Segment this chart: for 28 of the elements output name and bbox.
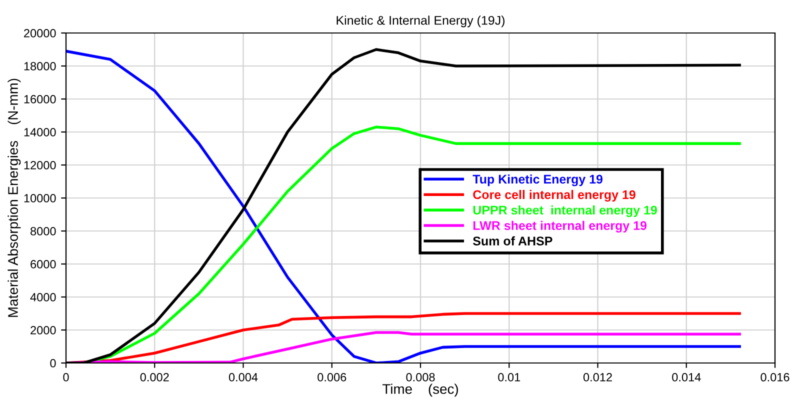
x-tick-label: 0.004	[228, 373, 258, 382]
y-tick-label: 6000	[30, 260, 56, 268]
y-tick-label: 10000	[24, 194, 56, 202]
y-axis-title: Material Absorption Energies (N-mm)	[8, 78, 21, 317]
legend-label: LWR sheet internal energy 19	[473, 220, 647, 233]
legend-label: Tup Kinetic Energy 19	[472, 174, 603, 186]
y-tick-label: 14000	[24, 128, 56, 136]
x-tick-label: 0	[63, 373, 69, 382]
x-tick-label: 0.012	[583, 373, 612, 382]
y-tick-label: 20000	[24, 29, 56, 38]
x-tick-label: 0.008	[406, 373, 435, 382]
legend-label: Sum of AHSP	[472, 236, 552, 246]
y-tick-label: 12000	[24, 161, 56, 170]
x-tick-label: 0.016	[760, 373, 790, 382]
legend-label: UPPR sheet internal energy 19	[473, 205, 657, 218]
x-tick-label: 0.006	[318, 373, 346, 382]
x-axis-title: Time (sec)	[382, 384, 458, 397]
y-tick-label: 2000	[30, 326, 56, 334]
y-tick-label: 0	[50, 359, 56, 368]
y-tick-label: 8000	[30, 227, 56, 236]
x-tick-label: 0.002	[140, 373, 169, 382]
chart-title: Kinetic & Internal Energy (19J)	[336, 16, 504, 28]
y-tick-label: 18000	[24, 62, 56, 70]
y-tick-label: 16000	[24, 95, 56, 104]
x-tick-label: 0.01	[498, 373, 520, 382]
y-tick-label: 4000	[30, 293, 56, 302]
legend-label: Core cell internal energy 19	[473, 190, 636, 202]
x-tick-label: 0.014	[672, 373, 701, 382]
